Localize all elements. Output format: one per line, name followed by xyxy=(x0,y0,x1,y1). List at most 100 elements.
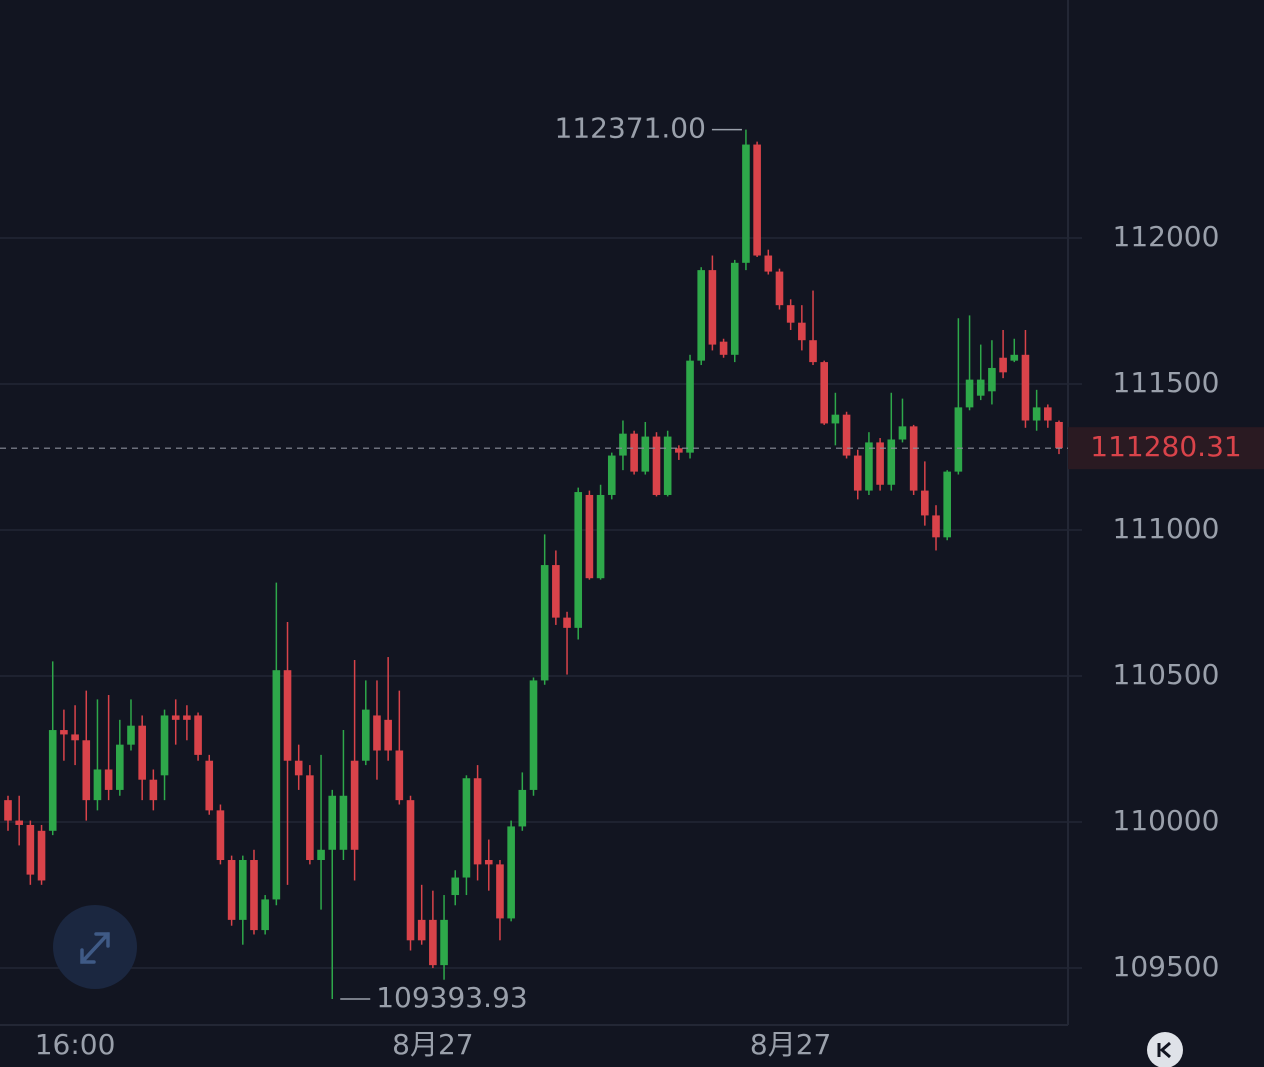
candle-body xyxy=(116,744,124,790)
candle-body xyxy=(507,826,515,919)
candle-body xyxy=(138,725,146,780)
candle-body xyxy=(887,439,896,485)
candle-body xyxy=(988,367,996,392)
candle-body xyxy=(1055,421,1063,449)
candle-body xyxy=(842,414,851,456)
candle-body xyxy=(216,810,225,861)
candle-body xyxy=(663,436,672,495)
y-tick-label: 110000 xyxy=(1113,804,1220,837)
candle-body xyxy=(406,800,415,941)
candle-body xyxy=(697,270,706,361)
candle-body xyxy=(104,769,113,790)
candle-body xyxy=(764,255,773,272)
candle-body xyxy=(160,715,169,776)
candle-body xyxy=(261,899,269,931)
scroll-latest-bg[interactable] xyxy=(1147,1032,1183,1067)
candle-body xyxy=(350,760,359,850)
candle-body xyxy=(384,719,392,751)
candle-body xyxy=(675,448,683,453)
candle-body xyxy=(294,760,303,776)
candle-body xyxy=(809,340,817,363)
candle-body xyxy=(48,730,57,831)
candle-body xyxy=(1010,354,1019,361)
candle-body xyxy=(708,270,717,345)
candle-body xyxy=(641,436,650,472)
candle-body xyxy=(652,436,661,495)
candle-body xyxy=(730,262,739,355)
candle-body xyxy=(1032,407,1041,421)
candle-body xyxy=(451,877,460,896)
candle-body xyxy=(205,760,214,811)
candle-body xyxy=(853,455,862,491)
candle-body xyxy=(149,779,158,801)
candle-body xyxy=(798,322,806,341)
candle-body xyxy=(585,494,594,579)
candle-body xyxy=(831,414,840,424)
y-tick-label: 110500 xyxy=(1113,658,1220,691)
candle-body xyxy=(932,515,940,538)
candle-body xyxy=(37,830,46,881)
candle-body xyxy=(15,820,23,825)
last-price-box xyxy=(1068,427,1264,470)
candle-body xyxy=(328,795,337,850)
candle-body xyxy=(596,494,605,579)
expand-button[interactable] xyxy=(53,905,137,989)
candle-body xyxy=(417,919,426,941)
candle-body xyxy=(753,144,761,256)
y-tick-label: 111500 xyxy=(1113,366,1220,399)
candle-body xyxy=(306,775,314,861)
candle-body xyxy=(909,426,918,491)
candle-body xyxy=(943,471,951,538)
candle-body xyxy=(976,379,985,396)
candle-body xyxy=(630,433,638,472)
last-price-label: 111280.31 xyxy=(1090,430,1241,463)
candle-body xyxy=(898,426,907,440)
scroll-latest-button[interactable] xyxy=(1147,1032,1183,1067)
candle-body xyxy=(607,455,616,495)
candle-body xyxy=(194,715,202,755)
candle-body xyxy=(373,715,381,751)
candle-body xyxy=(484,860,493,865)
candle-body xyxy=(518,789,527,827)
x-tick-label: 16:00 xyxy=(35,1028,116,1061)
candle-body xyxy=(775,271,784,306)
candle-body xyxy=(529,680,538,790)
candle-body xyxy=(552,565,560,618)
candle-body xyxy=(742,144,750,263)
candle-body xyxy=(227,860,236,920)
candle-body xyxy=(820,362,829,424)
scroll-latest-icon xyxy=(1157,1041,1171,1059)
x-tick-label: 8月27 xyxy=(750,1028,831,1061)
candle-body xyxy=(250,860,258,931)
candle-body xyxy=(283,670,292,761)
candle-body xyxy=(183,715,191,720)
y-tick-label: 111000 xyxy=(1113,512,1220,545)
candle-body xyxy=(999,357,1007,373)
candle-body xyxy=(540,565,549,681)
candle-body xyxy=(686,360,694,453)
candle-body xyxy=(473,778,482,865)
candle-body xyxy=(574,492,583,628)
max-label: 112371.00 xyxy=(555,112,706,145)
candle-body xyxy=(93,769,102,801)
candle-body xyxy=(719,341,728,355)
candle-body xyxy=(26,824,35,875)
candle-body xyxy=(954,407,963,472)
y-tick-label: 112000 xyxy=(1113,220,1220,253)
candle-body xyxy=(339,795,348,850)
candle-body xyxy=(127,725,135,745)
candle-body xyxy=(876,442,884,485)
candle-body xyxy=(171,715,180,720)
candle-body xyxy=(619,433,627,456)
candle-body xyxy=(462,778,471,878)
candle-body xyxy=(865,442,873,491)
candle-body xyxy=(317,849,325,861)
candle-body xyxy=(361,709,370,761)
candle-body xyxy=(82,740,91,801)
candle-body xyxy=(1021,354,1030,421)
candle-body xyxy=(786,305,795,323)
min-label: 109393.93 xyxy=(376,981,527,1014)
candle-body xyxy=(429,919,437,966)
